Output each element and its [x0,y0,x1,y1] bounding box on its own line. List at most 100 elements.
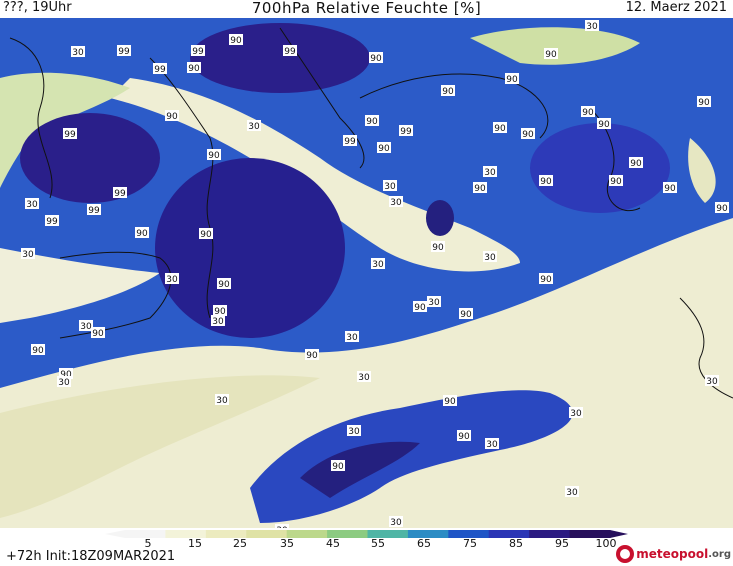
contour-label-bg [165,110,179,121]
contour-label: 90 [460,310,472,320]
colorbar-segment [327,530,368,538]
contour-label: 30 [570,409,582,419]
contour-label-bg [31,344,45,355]
contour-label: 30 [276,526,288,528]
contour-label-bg [493,122,507,133]
contour-label: 30 [248,122,260,132]
contour-label: 30 [390,518,402,528]
contour-label-bg [483,251,497,262]
contour-label: 30 [706,377,718,387]
contour-label: 90 [378,144,390,154]
contour-label: 90 [506,75,518,85]
contour-label-bg [217,278,231,289]
colorbar-segment [529,530,571,538]
contour-label: 30 [212,317,224,327]
contour-label-bg [569,407,583,418]
contour-label: 90 [545,50,557,60]
contour-label: 90 [698,98,710,108]
contour-label: 30 [566,488,578,498]
coastline-west [9,37,53,199]
valid-day-label: ???, 19Uhr [3,0,72,15]
contour-label-bg [565,486,579,497]
contour-label-bg [609,175,623,186]
contour-label-bg [697,96,711,107]
colorbar-tick-label: 75 [463,537,477,548]
contour-label: 30 [384,182,396,192]
contour-label: 30 [390,198,402,208]
contour-label-bg [187,62,201,73]
contour-label-bg [283,45,297,56]
colorbar-tick-label: 55 [371,537,385,548]
contour-label: 90 [370,54,382,64]
contour-label: 99 [88,206,100,216]
footer: 5 15 25 35 45 55 65 75 85 95 100 +72h Init:18Z09MA… [0,528,733,566]
colorbar-tick-label: 85 [509,537,523,548]
contour-label: 30 [486,440,498,450]
contour-label: 90 [188,64,200,74]
meteopool-logo[interactable]: meteopool .org [616,543,731,565]
contour-label-bg [331,460,345,471]
contour-label-bg [663,182,677,193]
very-moist-core-central [155,158,345,338]
moist-spot-center [426,200,454,236]
colorbar-segment [448,530,490,538]
very-moist-core-northwest [20,113,160,203]
contour-label: 90 [414,303,426,313]
contour-label: 30 [372,260,384,270]
contour-label-bg [59,368,73,379]
contour-label: 99 [154,65,166,75]
contour-label: 30 [80,322,92,332]
dry-plume-west [0,72,130,188]
contour-label: 99 [46,217,58,227]
contour-label-bg [585,20,599,31]
contour-label-bg [71,46,85,57]
contour-label: 90 [32,346,44,356]
colorbar-segment [488,530,530,538]
coastline-central-west [149,57,214,319]
coastline-northeast [359,73,549,139]
contour-label-bg [715,202,729,213]
colorbar-tick-label: 35 [280,537,294,548]
dry-band-central [110,78,520,272]
contour-label-bg [275,524,289,528]
colorbar-arrow-left [105,530,125,538]
contour-label-bg [113,187,127,198]
contour-label-bg [473,182,487,193]
dry-patch-northeast [470,27,640,65]
contour-label: 90 [458,432,470,442]
contour-label-bg [399,125,413,136]
contour-label: 30 [22,250,34,260]
logo-text: meteopool [636,547,709,561]
contour-label-bg [457,430,471,441]
contour-label-bg [539,175,553,186]
contour-label-bg [57,376,71,387]
contour-label: 99 [64,130,76,140]
contour-label-bg [413,301,427,312]
contour-label: 90 [166,112,178,122]
contour-label-bg [521,128,535,139]
contour-label-bg [63,128,77,139]
contour-label-bg [165,273,179,284]
contour-label-bg [207,149,221,160]
contour-label: 90 [366,117,378,127]
contour-label-bg [459,308,473,319]
colorbar-segment [125,530,166,538]
contour-label-bg [45,215,59,226]
colorbar-tick-label: 45 [326,537,340,548]
contour-label: 99 [344,137,356,147]
contour-label: 30 [484,253,496,263]
forecast-date: 12. Maerz 2021 [625,0,727,15]
contour-label-bg [441,85,455,96]
humidity-colorbar: 5 15 25 35 45 55 65 75 85 95 100 [105,530,628,548]
contour-label-bg [25,198,39,209]
contour-labels: 99 90 99 90 90 99 99 90 90 90 90 99 90 99 90 90 90 90 90 99… [21,20,729,528]
logo-icon [616,545,635,563]
contour-label: 90 [598,120,610,130]
contour-label: 30 [586,22,598,32]
contour-label-bg [305,349,319,360]
very-moist-core-south [300,441,420,498]
contour-label-bg [705,375,719,386]
contour-label: 30 [428,298,440,308]
contour-label: 90 [92,329,104,339]
contour-label: 90 [432,243,444,253]
